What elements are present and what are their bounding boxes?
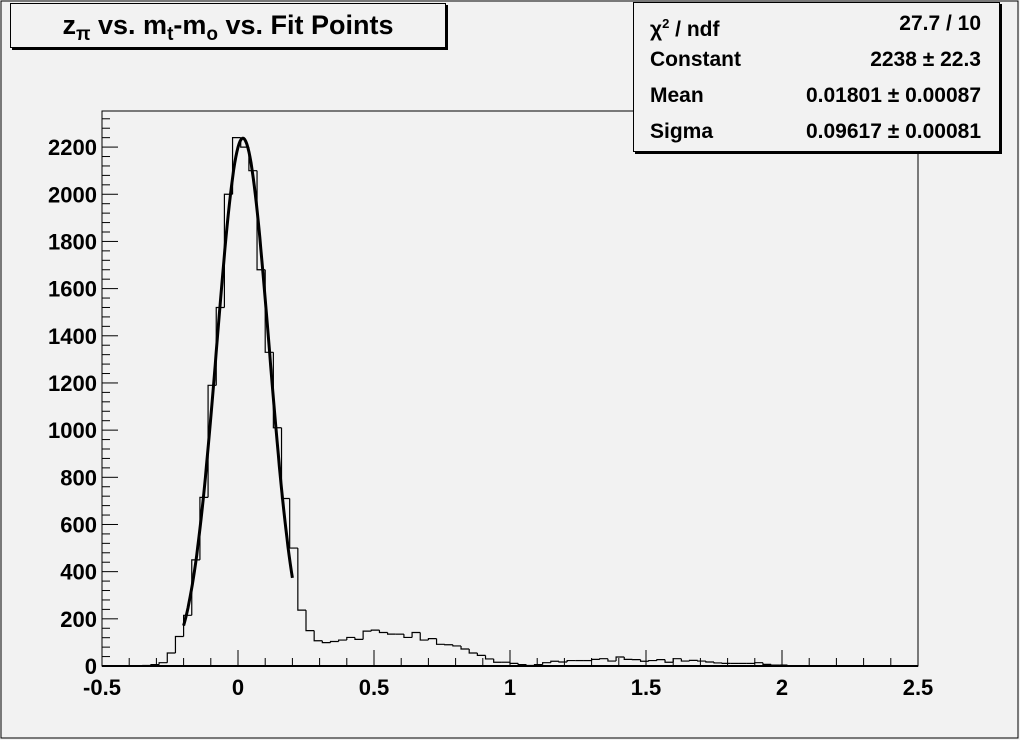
histogram-bin <box>542 662 551 665</box>
histogram-bin <box>435 638 445 645</box>
x-tick-label: 2 <box>776 675 788 700</box>
histogram-bin <box>158 662 168 665</box>
histogram-bin <box>517 663 527 666</box>
y-tick-label: 200 <box>60 607 97 632</box>
histogram-bin <box>362 630 372 640</box>
title-sub-o: o <box>206 24 218 45</box>
stats-value: 27.7 / 10 <box>899 12 981 35</box>
histogram-bin <box>664 659 674 663</box>
histogram-bin <box>411 631 421 638</box>
title-text: vs. Fit Points <box>218 10 394 40</box>
histogram-bin <box>680 658 690 662</box>
histogram-bin <box>183 614 192 637</box>
stats-label: χ2 / ndf <box>650 16 720 41</box>
histogram-bin <box>305 610 315 632</box>
histogram-bin <box>321 640 331 644</box>
histogram-bin <box>370 629 380 632</box>
stats-row-chi2: χ2 / ndf 27.7 / 10 <box>650 9 981 41</box>
stats-value: 2238 ± 22.3 <box>870 48 981 71</box>
histogram-bin <box>476 653 486 656</box>
histogram-bin <box>648 659 657 662</box>
histogram-bin <box>705 661 714 663</box>
y-tick-label: 2000 <box>48 182 97 207</box>
x-tick-label: 0.5 <box>359 675 390 700</box>
stats-row-constant: Constant 2238 ± 22.3 <box>650 45 981 75</box>
histogram-bin <box>460 645 470 650</box>
y-tick-label: 0 <box>85 654 97 679</box>
histogram-bin <box>607 658 617 662</box>
title-text: -m <box>173 10 207 40</box>
y-tick-label: 800 <box>60 465 97 490</box>
y-tick-label: 400 <box>60 560 97 585</box>
histogram-bin <box>387 632 396 635</box>
x-tick-label: -0.5 <box>83 675 121 700</box>
stats-label: Sigma <box>650 120 714 143</box>
histogram-bin <box>615 656 625 662</box>
stats-row-sigma: Sigma 0.09617 ± 0.00081 <box>650 117 981 147</box>
histogram-bin <box>329 640 339 643</box>
histogram-bin <box>623 657 633 660</box>
histogram-bin <box>484 655 494 660</box>
histogram-bin <box>697 660 706 662</box>
chart-title: zπ vs. mt-mo vs. Fit Points <box>10 3 446 48</box>
plot-frame <box>101 110 919 667</box>
x-tick-label: 2.5 <box>903 675 934 700</box>
histogram-bin <box>166 652 176 663</box>
histogram-bin <box>403 634 413 639</box>
y-tick-label: 1000 <box>48 418 97 443</box>
y-tick-label: 1800 <box>48 229 97 254</box>
fit-stats-box: χ2 / ndf 27.7 / 10 Constant 2238 ± 22.3 … <box>633 2 1000 152</box>
histogram-bin <box>346 636 355 641</box>
histogram-bin <box>550 660 559 663</box>
histogram-bin <box>713 661 723 664</box>
histogram-bin <box>174 635 184 654</box>
y-tick-label: 600 <box>60 512 97 537</box>
stats-label: Mean <box>650 84 704 107</box>
y-tick-label: 1200 <box>48 371 97 396</box>
histogram-bin <box>338 639 347 642</box>
histogram-bin <box>452 644 462 647</box>
histogram-bin <box>599 658 608 660</box>
title-sub-pi: π <box>75 24 91 45</box>
histogram-bin <box>419 632 429 641</box>
stats-row-mean: Mean 0.01801 ± 0.00087 <box>650 81 981 111</box>
gaussian-fit-curve <box>182 136 294 626</box>
y-tick-label: 2200 <box>48 135 97 160</box>
title-sub-t: t <box>167 24 174 45</box>
stats-value: 0.09617 ± 0.00081 <box>805 120 981 143</box>
title-text: z <box>62 10 76 40</box>
title-text: vs. m <box>90 10 168 40</box>
histogram-bin <box>427 638 437 641</box>
histogram-bin <box>378 630 388 634</box>
histogram-bin <box>762 662 772 665</box>
x-tick-label: 1 <box>504 675 516 700</box>
histogram-bin <box>493 658 502 663</box>
histogram-bin <box>688 659 698 662</box>
stats-label: Constant <box>650 48 741 71</box>
histogram-bin <box>297 548 306 611</box>
histogram-bin <box>656 659 666 661</box>
histogram-bin <box>354 637 364 640</box>
histogram-bin <box>272 352 282 429</box>
x-tick-label: 0 <box>232 675 244 700</box>
histogram-bin <box>313 630 323 642</box>
histogram-bin <box>468 649 478 654</box>
histogram-bin <box>566 659 576 662</box>
x-tick-label: 1.5 <box>631 675 662 700</box>
y-tick-label: 1600 <box>48 277 97 302</box>
histogram-bin <box>289 498 298 549</box>
stats-value: 0.01801 ± 0.00087 <box>805 84 981 107</box>
y-tick-label: 1400 <box>48 324 97 349</box>
